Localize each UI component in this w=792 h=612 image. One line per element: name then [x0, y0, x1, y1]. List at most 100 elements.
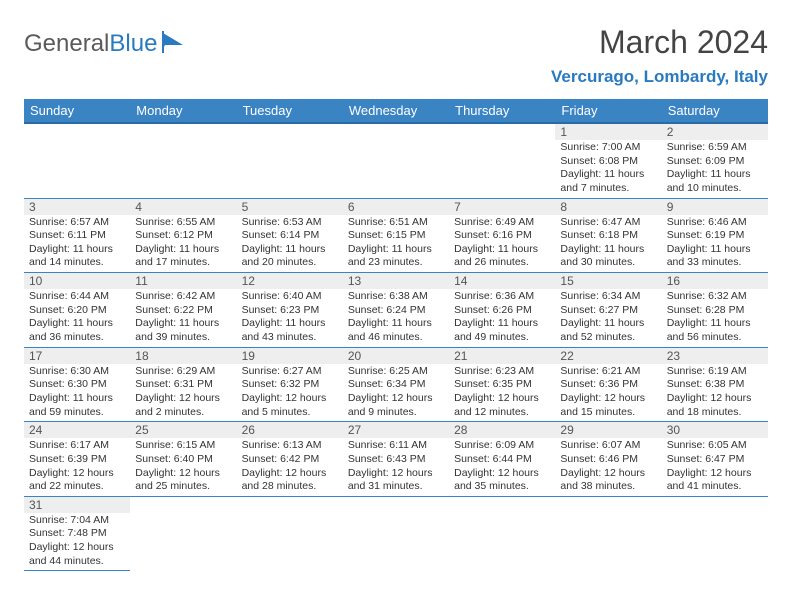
sunset-text: Sunset: 6:26 PM	[454, 304, 550, 318]
sunset-text: Sunset: 6:40 PM	[135, 453, 231, 467]
day-number: 15	[555, 273, 661, 289]
sunrise-text: Sunrise: 7:00 AM	[560, 141, 656, 155]
daylight-text: Daylight: 11 hours and 52 minutes.	[560, 317, 656, 344]
sunrise-text: Sunrise: 6:34 AM	[560, 290, 656, 304]
calendar-day-cell: 12Sunrise: 6:40 AMSunset: 6:23 PMDayligh…	[237, 273, 343, 348]
daylight-text: Daylight: 12 hours and 5 minutes.	[242, 392, 338, 419]
calendar-day-cell	[237, 123, 343, 198]
day-details: Sunrise: 7:00 AMSunset: 6:08 PMDaylight:…	[555, 140, 661, 198]
weekday-header: Wednesday	[343, 99, 449, 123]
day-details: Sunrise: 6:23 AMSunset: 6:35 PMDaylight:…	[449, 364, 555, 422]
calendar-day-cell: 22Sunrise: 6:21 AMSunset: 6:36 PMDayligh…	[555, 347, 661, 422]
weekday-header: Sunday	[24, 99, 130, 123]
sunrise-text: Sunrise: 7:04 AM	[29, 514, 125, 528]
calendar-day-cell: 7Sunrise: 6:49 AMSunset: 6:16 PMDaylight…	[449, 198, 555, 273]
calendar-day-cell: 26Sunrise: 6:13 AMSunset: 6:42 PMDayligh…	[237, 422, 343, 497]
calendar-day-cell: 3Sunrise: 6:57 AMSunset: 6:11 PMDaylight…	[24, 198, 130, 273]
calendar-day-cell: 9Sunrise: 6:46 AMSunset: 6:19 PMDaylight…	[662, 198, 768, 273]
calendar-day-cell: 21Sunrise: 6:23 AMSunset: 6:35 PMDayligh…	[449, 347, 555, 422]
daylight-text: Daylight: 11 hours and 26 minutes.	[454, 243, 550, 270]
logo: GeneralBlue	[24, 24, 189, 58]
day-details: Sunrise: 6:32 AMSunset: 6:28 PMDaylight:…	[662, 289, 768, 347]
calendar-day-cell: 31Sunrise: 7:04 AMSunset: 7:48 PMDayligh…	[24, 496, 130, 571]
day-number: 31	[24, 497, 130, 513]
calendar-day-cell	[130, 123, 236, 198]
day-number: 17	[24, 348, 130, 364]
sunrise-text: Sunrise: 6:19 AM	[667, 365, 763, 379]
location-text: Vercurago, Lombardy, Italy	[551, 67, 768, 87]
calendar-day-cell: 15Sunrise: 6:34 AMSunset: 6:27 PMDayligh…	[555, 273, 661, 348]
day-number: 24	[24, 422, 130, 438]
daylight-text: Daylight: 11 hours and 59 minutes.	[29, 392, 125, 419]
sunrise-text: Sunrise: 6:27 AM	[242, 365, 338, 379]
page-header: GeneralBlue March 2024 Vercurago, Lombar…	[24, 24, 768, 87]
calendar-day-cell	[449, 496, 555, 571]
daylight-text: Daylight: 11 hours and 20 minutes.	[242, 243, 338, 270]
sunrise-text: Sunrise: 6:51 AM	[348, 216, 444, 230]
day-number: 13	[343, 273, 449, 289]
weekday-header-row: Sunday Monday Tuesday Wednesday Thursday…	[24, 99, 768, 123]
day-number: 6	[343, 199, 449, 215]
sunset-text: Sunset: 6:28 PM	[667, 304, 763, 318]
day-number: 4	[130, 199, 236, 215]
calendar-table: Sunday Monday Tuesday Wednesday Thursday…	[24, 99, 768, 571]
sunset-text: Sunset: 6:30 PM	[29, 378, 125, 392]
day-details: Sunrise: 6:05 AMSunset: 6:47 PMDaylight:…	[662, 438, 768, 496]
daylight-text: Daylight: 11 hours and 36 minutes.	[29, 317, 125, 344]
daylight-text: Daylight: 11 hours and 46 minutes.	[348, 317, 444, 344]
weekday-header: Friday	[555, 99, 661, 123]
sunrise-text: Sunrise: 6:21 AM	[560, 365, 656, 379]
daylight-text: Daylight: 12 hours and 18 minutes.	[667, 392, 763, 419]
day-number: 9	[662, 199, 768, 215]
daylight-text: Daylight: 12 hours and 38 minutes.	[560, 467, 656, 494]
day-number: 23	[662, 348, 768, 364]
sunrise-text: Sunrise: 6:29 AM	[135, 365, 231, 379]
day-details: Sunrise: 6:42 AMSunset: 6:22 PMDaylight:…	[130, 289, 236, 347]
calendar-day-cell	[343, 496, 449, 571]
daylight-text: Daylight: 12 hours and 25 minutes.	[135, 467, 231, 494]
sunset-text: Sunset: 6:36 PM	[560, 378, 656, 392]
day-details: Sunrise: 6:13 AMSunset: 6:42 PMDaylight:…	[237, 438, 343, 496]
sunset-text: Sunset: 6:22 PM	[135, 304, 231, 318]
calendar-day-cell: 20Sunrise: 6:25 AMSunset: 6:34 PMDayligh…	[343, 347, 449, 422]
day-number: 25	[130, 422, 236, 438]
sunset-text: Sunset: 7:48 PM	[29, 527, 125, 541]
calendar-day-cell	[662, 496, 768, 571]
sunrise-text: Sunrise: 6:59 AM	[667, 141, 763, 155]
day-details: Sunrise: 6:59 AMSunset: 6:09 PMDaylight:…	[662, 140, 768, 198]
daylight-text: Daylight: 11 hours and 17 minutes.	[135, 243, 231, 270]
daylight-text: Daylight: 12 hours and 2 minutes.	[135, 392, 231, 419]
calendar-week-row: 24Sunrise: 6:17 AMSunset: 6:39 PMDayligh…	[24, 422, 768, 497]
daylight-text: Daylight: 12 hours and 41 minutes.	[667, 467, 763, 494]
calendar-week-row: 10Sunrise: 6:44 AMSunset: 6:20 PMDayligh…	[24, 273, 768, 348]
sunrise-text: Sunrise: 6:42 AM	[135, 290, 231, 304]
day-number: 19	[237, 348, 343, 364]
logo-text-1: General	[24, 30, 109, 58]
sunset-text: Sunset: 6:38 PM	[667, 378, 763, 392]
sunrise-text: Sunrise: 6:53 AM	[242, 216, 338, 230]
sunset-text: Sunset: 6:18 PM	[560, 229, 656, 243]
day-details: Sunrise: 6:15 AMSunset: 6:40 PMDaylight:…	[130, 438, 236, 496]
calendar-day-cell: 25Sunrise: 6:15 AMSunset: 6:40 PMDayligh…	[130, 422, 236, 497]
daylight-text: Daylight: 11 hours and 56 minutes.	[667, 317, 763, 344]
sunset-text: Sunset: 6:44 PM	[454, 453, 550, 467]
sunrise-text: Sunrise: 6:32 AM	[667, 290, 763, 304]
calendar-week-row: 31Sunrise: 7:04 AMSunset: 7:48 PMDayligh…	[24, 496, 768, 571]
calendar-day-cell: 13Sunrise: 6:38 AMSunset: 6:24 PMDayligh…	[343, 273, 449, 348]
day-details: Sunrise: 6:47 AMSunset: 6:18 PMDaylight:…	[555, 215, 661, 273]
day-details: Sunrise: 6:55 AMSunset: 6:12 PMDaylight:…	[130, 215, 236, 273]
sunrise-text: Sunrise: 6:49 AM	[454, 216, 550, 230]
calendar-day-cell: 6Sunrise: 6:51 AMSunset: 6:15 PMDaylight…	[343, 198, 449, 273]
calendar-day-cell: 2Sunrise: 6:59 AMSunset: 6:09 PMDaylight…	[662, 123, 768, 198]
daylight-text: Daylight: 11 hours and 33 minutes.	[667, 243, 763, 270]
day-number: 18	[130, 348, 236, 364]
calendar-day-cell: 28Sunrise: 6:09 AMSunset: 6:44 PMDayligh…	[449, 422, 555, 497]
calendar-day-cell	[24, 123, 130, 198]
calendar-day-cell: 30Sunrise: 6:05 AMSunset: 6:47 PMDayligh…	[662, 422, 768, 497]
calendar-week-row: 3Sunrise: 6:57 AMSunset: 6:11 PMDaylight…	[24, 198, 768, 273]
sunrise-text: Sunrise: 6:40 AM	[242, 290, 338, 304]
daylight-text: Daylight: 12 hours and 44 minutes.	[29, 541, 125, 568]
daylight-text: Daylight: 11 hours and 43 minutes.	[242, 317, 338, 344]
daylight-text: Daylight: 12 hours and 9 minutes.	[348, 392, 444, 419]
day-details: Sunrise: 6:30 AMSunset: 6:30 PMDaylight:…	[24, 364, 130, 422]
